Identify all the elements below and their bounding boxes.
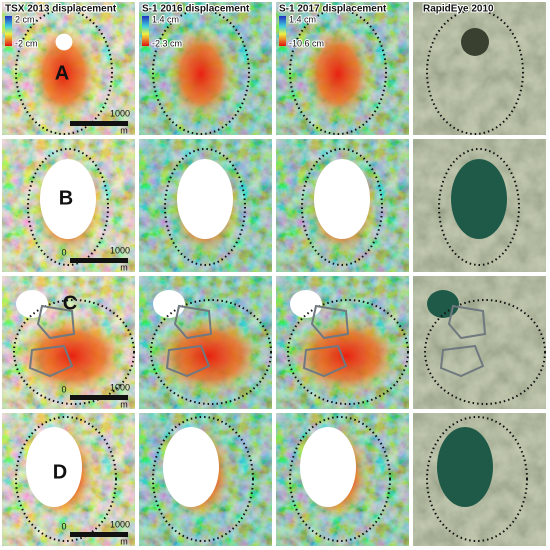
scale-label: 0 — [61, 521, 66, 531]
panel — [276, 413, 409, 546]
row-label: D — [53, 461, 67, 483]
scale-label: 1000 — [110, 245, 130, 255]
subregion — [310, 304, 350, 340]
colorbar — [142, 16, 149, 46]
panel — [413, 276, 546, 409]
displacement-zone — [154, 316, 264, 396]
outline — [426, 416, 528, 542]
scale-label: m — [120, 399, 128, 409]
lake — [461, 28, 489, 56]
colorbar-min: -2 cm — [15, 38, 38, 48]
displacement-zone — [167, 26, 235, 122]
colorbar-min: -10.6 cm — [289, 38, 324, 48]
scale-bar — [70, 258, 128, 263]
outline — [15, 416, 117, 542]
outline — [152, 9, 250, 135]
lake — [427, 290, 459, 318]
row-label: B — [59, 187, 73, 209]
panel: RapidEye 2010 — [413, 2, 546, 135]
scale-bar — [70, 121, 128, 126]
scale-label: m — [120, 125, 128, 135]
subregion — [439, 344, 485, 378]
column-title: S-1 2016 displacement — [142, 4, 250, 15]
displacement-zone — [30, 26, 98, 122]
outline — [27, 148, 109, 266]
outline — [150, 299, 272, 405]
row-label: C — [63, 292, 77, 314]
panel: B 0 1000 m — [2, 139, 135, 272]
scale-label: m — [120, 536, 128, 546]
no-data-area — [40, 159, 96, 239]
outline — [13, 299, 135, 405]
panel: D 0 1000 m — [2, 413, 135, 546]
panel — [139, 276, 272, 409]
outline — [289, 9, 387, 135]
scale-label: 1000 — [110, 382, 130, 392]
subregion — [165, 344, 211, 378]
row-label: A — [55, 62, 69, 84]
panel-texture — [413, 2, 546, 135]
panel — [276, 139, 409, 272]
scale-label: m — [120, 262, 128, 272]
subregion — [302, 344, 348, 378]
lake — [437, 427, 493, 507]
no-data-area — [300, 427, 356, 507]
subregion — [28, 344, 74, 378]
displacement-zone — [291, 316, 401, 396]
column-title: RapidEye 2010 — [423, 4, 494, 15]
colorbar — [279, 16, 286, 46]
subregion — [447, 304, 487, 340]
no-data-area — [177, 159, 233, 239]
outline — [301, 148, 383, 266]
scale-bar — [70, 532, 128, 537]
colorbar-max: 1.4 cm — [152, 14, 179, 24]
scale-bar — [70, 395, 128, 400]
outline — [164, 148, 246, 266]
no-data-area — [163, 427, 219, 507]
colorbar-max: 1.4 cm — [289, 14, 316, 24]
no-data-area — [55, 33, 73, 51]
panel — [139, 139, 272, 272]
subregion — [173, 304, 213, 340]
panel — [276, 276, 409, 409]
subregion — [36, 304, 76, 340]
column-title: S-1 2017 displacement — [279, 4, 387, 15]
column-title: TSX 2013 displacement — [5, 4, 117, 15]
scale-label: 0 — [61, 247, 66, 257]
outline — [438, 148, 520, 266]
panel — [139, 413, 272, 546]
outline — [426, 9, 524, 135]
panel — [413, 413, 546, 546]
panel: C 0 1000 m — [2, 276, 135, 409]
displacement-zone — [304, 26, 372, 122]
outline — [289, 416, 391, 542]
no-data-area — [153, 290, 185, 318]
no-data-area — [314, 159, 370, 239]
outline — [15, 9, 113, 135]
no-data-area — [16, 290, 48, 318]
scale-label: 1000 — [110, 519, 130, 529]
no-data-area — [26, 427, 82, 507]
colorbar — [5, 16, 12, 46]
colorbar-min: -2.3 cm — [152, 38, 182, 48]
scale-label: 1000 — [110, 108, 130, 118]
no-data-area — [290, 290, 322, 318]
colorbar-max: 2 cm — [15, 14, 35, 24]
outline — [287, 299, 409, 405]
outline — [424, 299, 546, 405]
outline — [152, 416, 254, 542]
panel — [413, 139, 546, 272]
displacement-zone — [17, 316, 127, 396]
lake — [451, 159, 507, 239]
scale-label: 0 — [61, 384, 66, 394]
